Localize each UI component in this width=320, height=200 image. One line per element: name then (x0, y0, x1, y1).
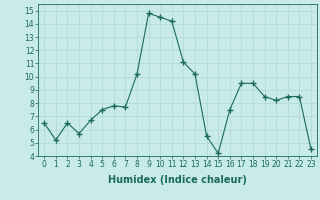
X-axis label: Humidex (Indice chaleur): Humidex (Indice chaleur) (108, 175, 247, 185)
